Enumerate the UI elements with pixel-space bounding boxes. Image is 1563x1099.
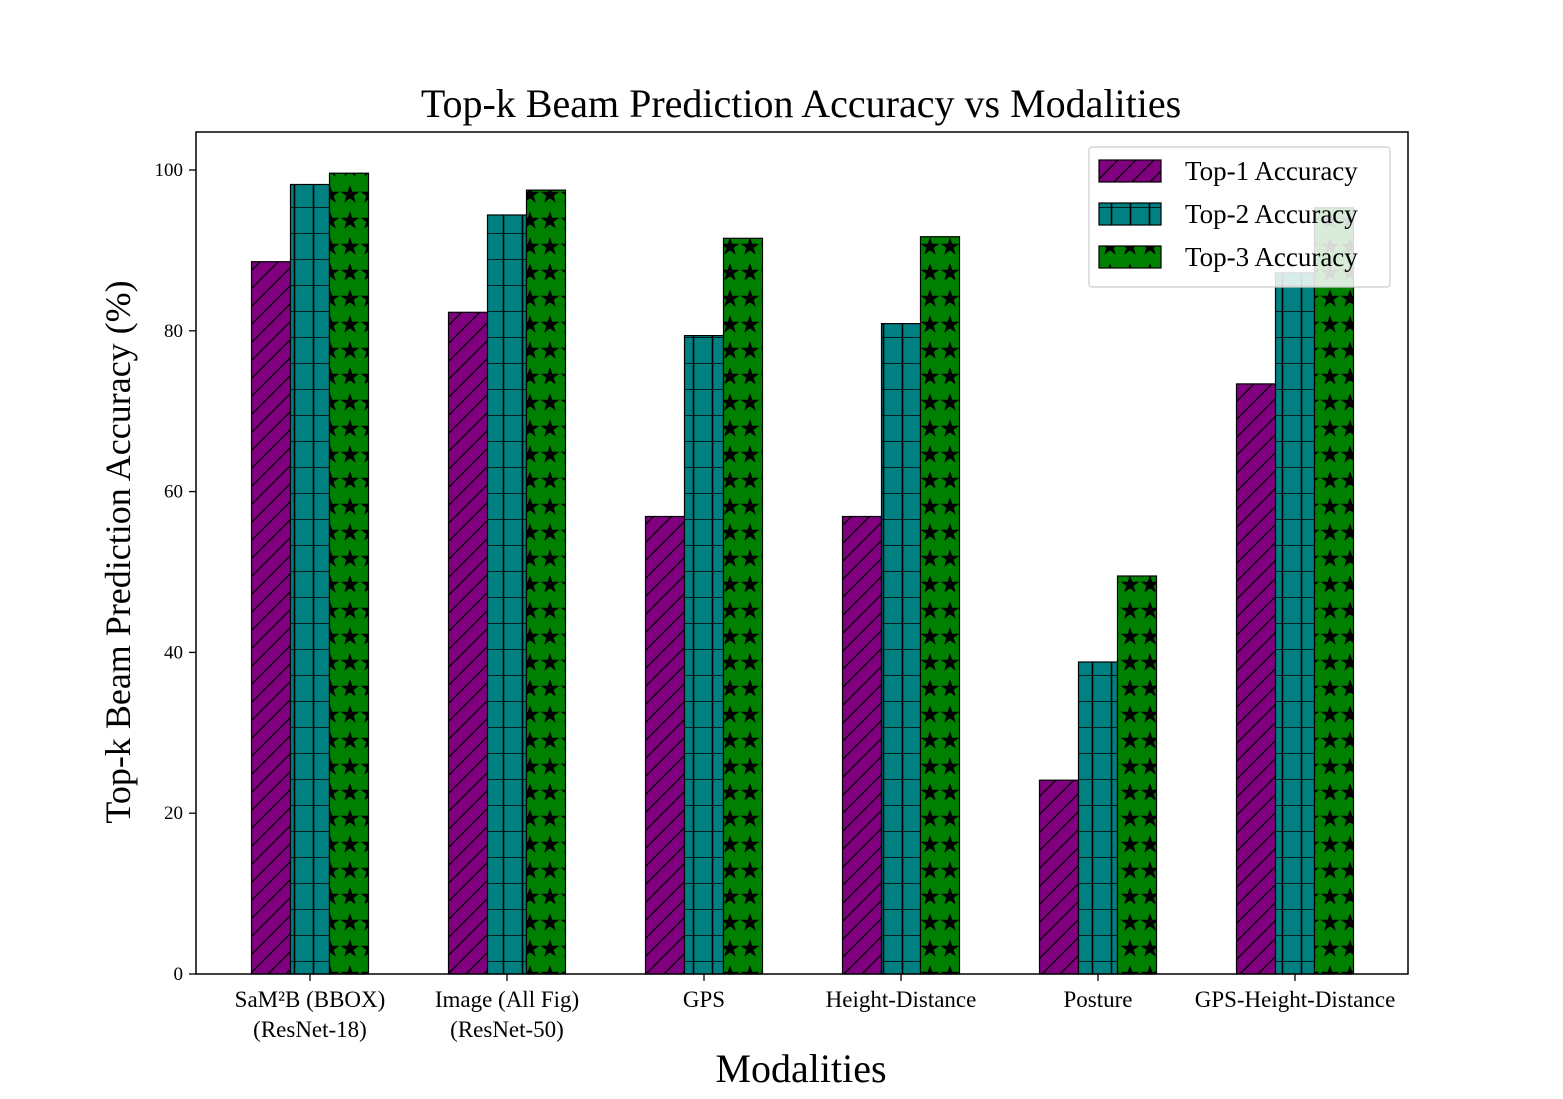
bar-series-3-category-6 <box>1313 207 1355 975</box>
legend-label-1: Top-1 Accuracy <box>1185 156 1358 186</box>
y-tick-label: 100 <box>155 160 184 181</box>
plot-frame <box>195 131 1409 975</box>
x-tick-label: GPS <box>683 987 725 1012</box>
chart-title: Top-k Beam Prediction Accuracy vs Modali… <box>421 81 1181 126</box>
bar-series-1-category-2 <box>447 311 489 975</box>
bar-series-2-category-5 <box>1077 661 1119 975</box>
y-tick-label: 60 <box>164 482 183 503</box>
bar-series-2-category-4 <box>880 323 922 975</box>
y-tick-label: 0 <box>174 964 184 985</box>
bar-series-3-category-2 <box>525 189 567 975</box>
legend-swatch-3 <box>1098 245 1162 269</box>
legend-label-3: Top-3 Accuracy <box>1185 242 1358 272</box>
legend-box <box>1088 146 1391 288</box>
x-tick-label: Height-Distance <box>826 987 977 1012</box>
bar-series-3-category-1 <box>328 172 370 975</box>
axes-group: 0 20 40 60 80 100 SaM²B (BBOX) (ResNet-18) Image… <box>155 131 1409 1042</box>
bar-series-1-category-6 <box>1235 383 1277 975</box>
bar-series-1-category-5 <box>1038 779 1080 975</box>
y-axis-label: Top-k Beam Prediction Accuracy (%) <box>98 280 138 823</box>
legend: Top-1 Accuracy Top-2 Accuracy Top-3 Accura… <box>1088 146 1391 288</box>
bars-group <box>250 172 1355 975</box>
bar-series-2-category-1 <box>289 183 331 975</box>
legend-swatch-2 <box>1098 202 1162 226</box>
bar-series-3-category-3 <box>722 237 764 975</box>
bar-series-1-category-4 <box>841 515 883 975</box>
bar-series-3-category-5 <box>1116 575 1158 975</box>
y-tick-label: 40 <box>164 642 183 663</box>
bar-series-1-category-3 <box>644 515 686 975</box>
y-tick-label: 80 <box>164 321 183 342</box>
y-tick-label: 20 <box>164 803 183 824</box>
legend-swatch-1 <box>1098 159 1162 183</box>
bar-series-2-category-3 <box>683 335 725 975</box>
x-tick-label: Image (All Fig) (ResNet-50) <box>435 987 579 1042</box>
bar-series-3-category-4 <box>919 236 961 975</box>
legend-label-2: Top-2 Accuracy <box>1185 199 1358 229</box>
x-tick-label: Posture <box>1064 987 1133 1012</box>
bar-series-2-category-2 <box>486 214 528 975</box>
x-axis-label: Modalities <box>715 1046 886 1091</box>
x-tick-label: GPS-Height-Distance <box>1195 987 1396 1012</box>
x-tick-label: SaM²B (BBOX) (ResNet-18) <box>235 987 386 1042</box>
bar-series-2-category-6 <box>1274 272 1316 975</box>
bar-series-1-category-1 <box>250 261 292 975</box>
